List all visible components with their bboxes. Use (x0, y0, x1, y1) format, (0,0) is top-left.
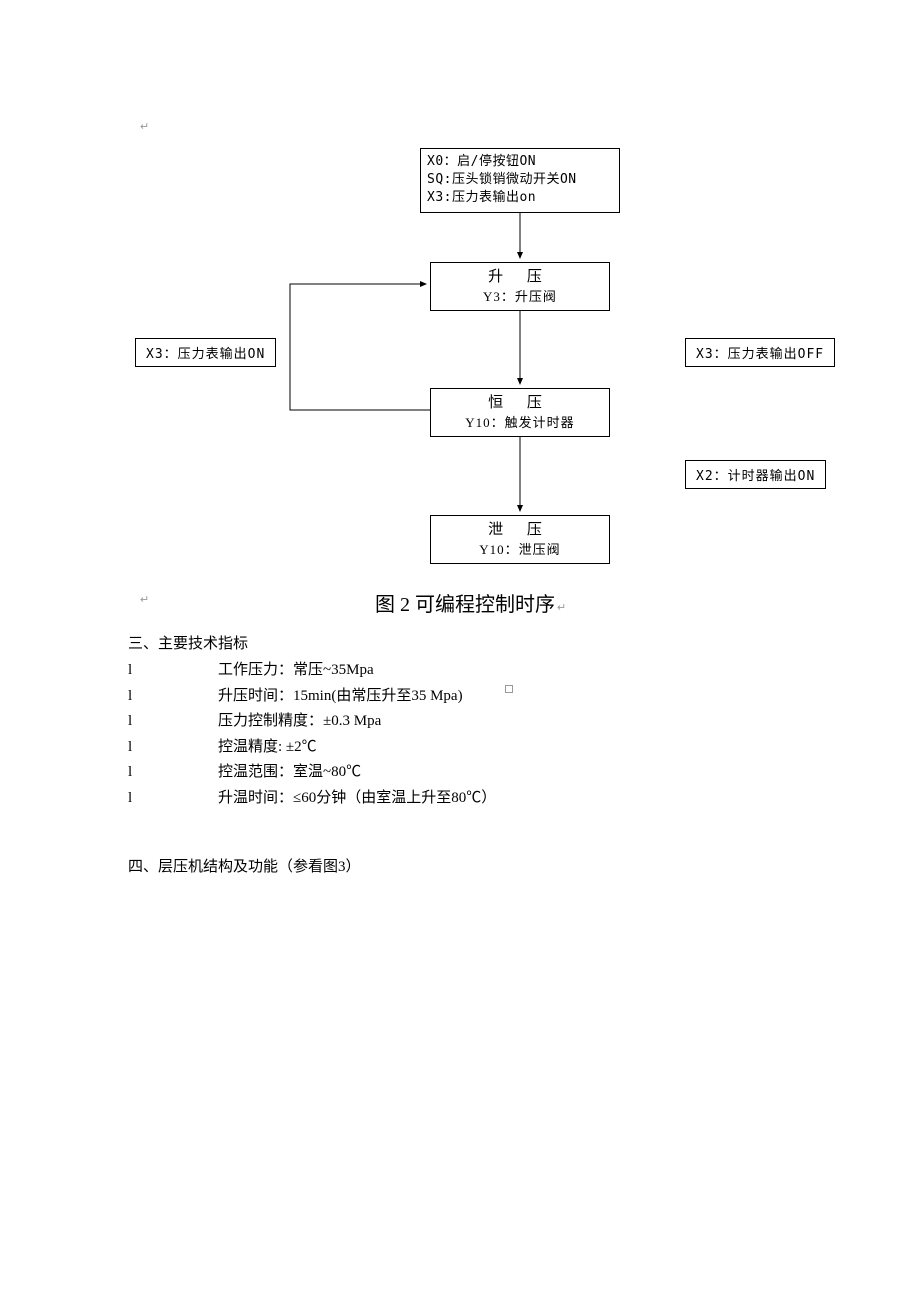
spec-row: l 升压时间：15min(由常压升至35 Mpa) (128, 684, 496, 710)
node-xieya-sub: Y10：泄压阀 (439, 541, 601, 559)
spec-row: l 控温范围：室温~80℃ (128, 760, 496, 786)
bullet-icon: l (128, 786, 218, 812)
return-mark: ↵ (557, 602, 566, 614)
annotation-box-icon (505, 685, 513, 693)
bullet-icon: l (128, 658, 218, 684)
node-start: X0：启/停按钮ON SQ:压头锁销微动开关ON X3:压力表输出on (420, 148, 620, 213)
spec-list: l 工作压力：常压~35Mpa l 升压时间：15min(由常压升至35 Mpa… (128, 658, 496, 811)
label-x2-on: X2：计时器输出ON (685, 460, 826, 489)
label-x3-on: X3：压力表输出ON (135, 338, 276, 367)
node-start-line2: SQ:压头锁销微动开关ON (427, 171, 613, 189)
section4-title: 四、层压机结构及功能（参看图3） (128, 855, 361, 881)
node-shengya: 升 压 Y3：升压阀 (430, 262, 610, 311)
node-shengya-title: 升 压 (439, 267, 601, 288)
spec-text: 升压时间：15min(由常压升至35 Mpa) (218, 684, 463, 710)
bullet-icon: l (128, 735, 218, 761)
section3-title: 三、主要技术指标 (128, 632, 248, 658)
spec-row: l 压力控制精度：±0.3 Mpa (128, 709, 496, 735)
spec-text: 工作压力：常压~35Mpa (218, 658, 374, 684)
figure-caption: 图 2 可编程控制时序↵ (375, 588, 566, 617)
spec-row: l 控温精度: ±2℃ (128, 735, 496, 761)
spec-text: 压力控制精度：±0.3 Mpa (218, 709, 381, 735)
spec-text: 控温范围：室温~80℃ (218, 760, 361, 786)
spec-row: l 升温时间：≤60分钟（由室温上升至80℃） (128, 786, 496, 812)
node-shengya-sub: Y3：升压阀 (439, 288, 601, 306)
node-hengya-title: 恒 压 (439, 393, 601, 414)
node-hengya: 恒 压 Y10：触发计时器 (430, 388, 610, 437)
node-xieya: 泄 压 Y10：泄压阀 (430, 515, 610, 564)
node-xieya-title: 泄 压 (439, 520, 601, 541)
node-hengya-sub: Y10：触发计时器 (439, 414, 601, 432)
bullet-icon: l (128, 760, 218, 786)
label-x3-off: X3：压力表输出OFF (685, 338, 835, 367)
spec-row: l 工作压力：常压~35Mpa (128, 658, 496, 684)
return-mark: ↵ (140, 593, 149, 606)
node-start-line3: X3:压力表输出on (427, 189, 613, 207)
node-start-line1: X0：启/停按钮ON (427, 153, 613, 171)
flowchart-container: X0：启/停按钮ON SQ:压头锁销微动开关ON X3:压力表输出on 升 压 … (140, 120, 780, 570)
bullet-icon: l (128, 709, 218, 735)
spec-text: 升温时间：≤60分钟（由室温上升至80℃） (218, 786, 496, 812)
bullet-icon: l (128, 684, 218, 710)
spec-text: 控温精度: ±2℃ (218, 735, 317, 761)
